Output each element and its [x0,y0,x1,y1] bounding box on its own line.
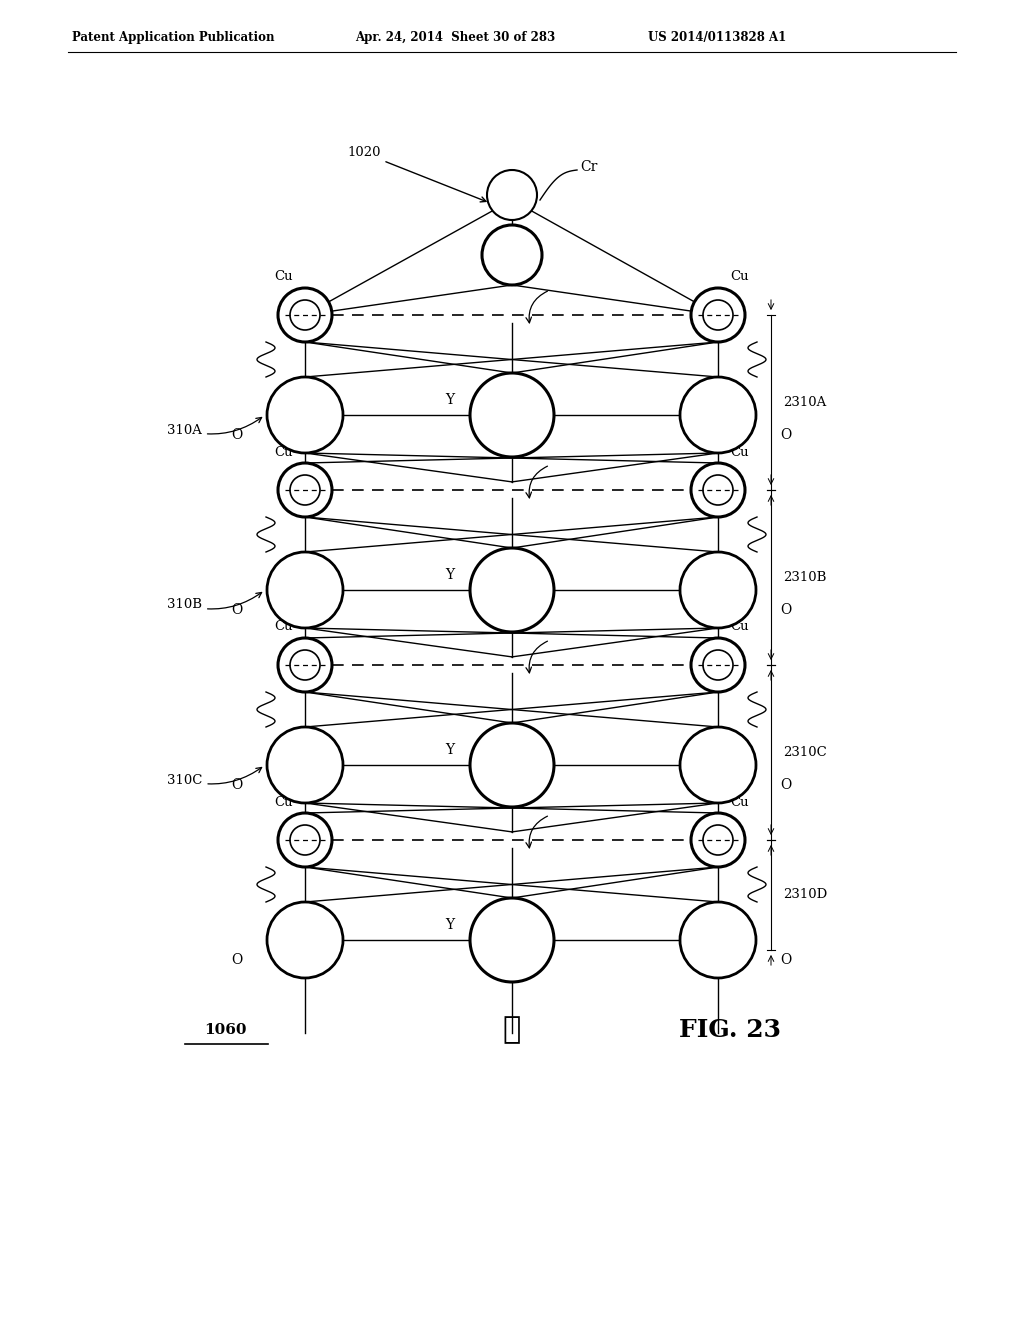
Circle shape [470,548,554,632]
Text: ⋮: ⋮ [503,1015,521,1045]
Circle shape [267,552,343,628]
Circle shape [290,475,319,506]
Circle shape [267,727,343,803]
Circle shape [278,288,332,342]
Text: O: O [780,777,792,792]
Circle shape [482,224,542,285]
Circle shape [680,552,756,628]
Text: 2310C: 2310C [783,746,826,759]
Text: Cu: Cu [274,796,293,808]
Text: Cu: Cu [730,271,749,284]
Circle shape [680,902,756,978]
Text: 2310D: 2310D [783,888,827,902]
Text: US 2014/0113828 A1: US 2014/0113828 A1 [648,30,786,44]
Circle shape [278,813,332,867]
Circle shape [703,649,733,680]
Text: Cu: Cu [730,446,749,458]
Text: 1060: 1060 [204,1023,246,1038]
Circle shape [703,475,733,506]
Circle shape [691,288,745,342]
Text: Cu: Cu [730,620,749,634]
Text: 2310B: 2310B [783,572,826,583]
Text: O: O [231,603,243,616]
Text: FIG. 23: FIG. 23 [679,1018,781,1041]
Circle shape [703,825,733,855]
Circle shape [278,463,332,517]
Text: Y: Y [445,743,455,756]
Text: 310A: 310A [167,417,262,437]
Circle shape [470,374,554,457]
Circle shape [691,813,745,867]
Text: 1020: 1020 [347,147,486,202]
Text: O: O [231,428,243,442]
Text: Cu: Cu [274,620,293,634]
Circle shape [487,170,537,220]
Text: Cu: Cu [274,271,293,284]
Text: Cu: Cu [274,446,293,458]
Circle shape [267,378,343,453]
Text: 310B: 310B [167,593,261,611]
Text: O: O [780,603,792,616]
Text: Y: Y [445,393,455,407]
Text: O: O [780,953,792,968]
Text: O: O [231,777,243,792]
Circle shape [680,378,756,453]
Text: Apr. 24, 2014  Sheet 30 of 283: Apr. 24, 2014 Sheet 30 of 283 [355,30,555,44]
Circle shape [470,723,554,807]
Circle shape [290,649,319,680]
Text: Cr: Cr [580,160,597,174]
Circle shape [278,638,332,692]
Circle shape [290,300,319,330]
Text: Y: Y [445,568,455,582]
Text: O: O [231,953,243,968]
Text: O: O [780,428,792,442]
Circle shape [680,727,756,803]
Text: 310C: 310C [167,767,262,787]
Circle shape [290,825,319,855]
Circle shape [470,898,554,982]
Text: 2310A: 2310A [783,396,826,409]
Text: Y: Y [445,917,455,932]
Text: Cu: Cu [730,796,749,808]
Text: Patent Application Publication: Patent Application Publication [72,30,274,44]
Circle shape [691,638,745,692]
Circle shape [703,300,733,330]
Circle shape [267,902,343,978]
Circle shape [691,463,745,517]
